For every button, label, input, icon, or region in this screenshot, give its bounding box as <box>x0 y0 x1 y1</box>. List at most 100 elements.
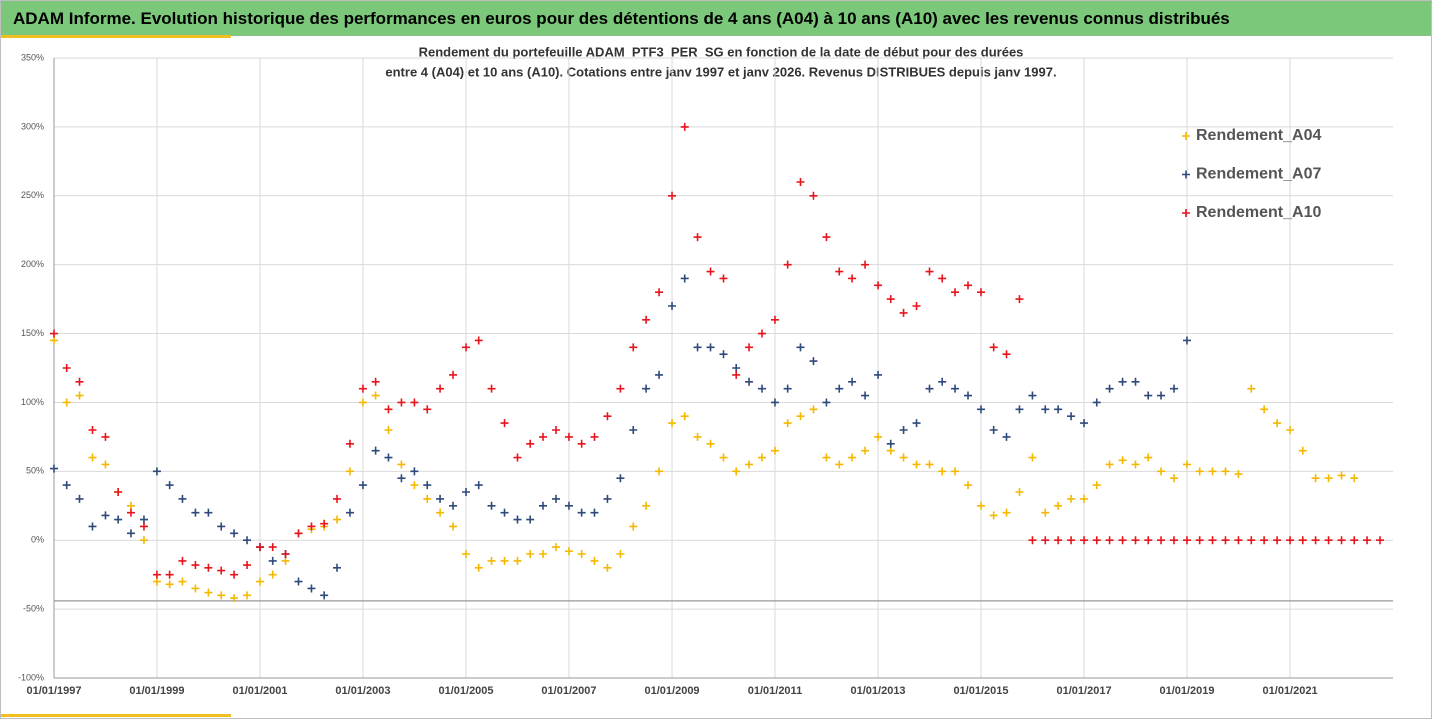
point <box>75 377 84 386</box>
point <box>88 426 97 434</box>
point <box>384 453 393 462</box>
point <box>642 384 651 393</box>
point <box>886 439 895 448</box>
y-tick-label: 200% <box>21 259 44 269</box>
point <box>1118 536 1127 545</box>
point <box>745 460 754 469</box>
point <box>861 446 870 455</box>
point <box>345 467 354 476</box>
point <box>243 536 252 545</box>
x-tick-label: 01/01/1999 <box>129 685 184 697</box>
point <box>668 419 677 428</box>
point <box>1131 377 1140 386</box>
point <box>333 494 342 503</box>
point <box>938 274 947 283</box>
point <box>474 481 483 490</box>
point <box>1260 536 1269 545</box>
point <box>1221 467 1230 476</box>
chart-subtitle: entre 4 (A04) et 10 ans (A10). Cotations… <box>385 64 1056 79</box>
x-tick-label: 01/01/2013 <box>851 685 906 697</box>
point <box>1260 405 1269 414</box>
point <box>886 446 895 455</box>
point <box>1170 384 1179 393</box>
point <box>899 308 908 317</box>
point <box>1221 536 1230 545</box>
point <box>1002 350 1011 359</box>
point <box>152 577 161 586</box>
legend-marker <box>1182 209 1190 217</box>
point <box>410 481 419 490</box>
point <box>281 550 290 558</box>
x-tick-label: 01/01/2009 <box>645 685 700 697</box>
point <box>101 511 110 520</box>
point <box>1041 508 1050 517</box>
point <box>358 398 367 407</box>
point <box>1054 536 1063 545</box>
point <box>1118 377 1127 386</box>
point <box>462 488 471 496</box>
point <box>989 426 998 434</box>
point <box>320 519 329 528</box>
point <box>809 405 818 414</box>
point <box>861 391 870 400</box>
point <box>126 529 135 538</box>
y-tick-label: 350% <box>21 52 44 62</box>
point <box>577 550 586 558</box>
point <box>1195 536 1204 545</box>
point <box>912 302 921 310</box>
point <box>1041 405 1050 414</box>
point <box>1118 456 1127 465</box>
point <box>217 591 226 600</box>
point <box>358 384 367 393</box>
point <box>410 398 419 407</box>
point <box>745 343 754 352</box>
point <box>629 426 638 434</box>
point <box>333 563 342 572</box>
x-tick-label: 01/01/1997 <box>26 685 81 697</box>
point <box>590 556 599 565</box>
point <box>88 453 97 462</box>
point <box>770 398 779 407</box>
point <box>178 556 187 565</box>
point <box>951 288 960 297</box>
point <box>796 178 805 186</box>
point <box>449 522 458 531</box>
point <box>371 446 380 455</box>
point <box>874 370 883 379</box>
point <box>796 412 805 421</box>
point <box>835 384 844 393</box>
point <box>397 474 406 483</box>
point <box>487 556 496 565</box>
point <box>616 384 625 393</box>
point <box>500 508 509 517</box>
y-tick-label: 0% <box>31 535 44 545</box>
point <box>1105 460 1114 469</box>
point <box>371 391 380 400</box>
point <box>783 419 792 428</box>
point <box>230 594 239 603</box>
point <box>1015 488 1024 496</box>
point <box>178 577 187 586</box>
accent-bar <box>1 714 231 717</box>
point <box>989 343 998 352</box>
point <box>848 377 857 386</box>
y-tick-label: 100% <box>21 397 44 407</box>
point <box>603 412 612 421</box>
x-tick-label: 01/01/2017 <box>1057 685 1112 697</box>
point <box>204 563 213 572</box>
point <box>1298 536 1307 545</box>
point <box>539 550 548 558</box>
point <box>1337 471 1346 480</box>
x-tick-label: 01/01/2011 <box>748 685 802 697</box>
point <box>861 260 870 269</box>
point <box>462 343 471 352</box>
point <box>204 588 213 597</box>
point <box>1363 536 1372 545</box>
header-title: ADAM Informe. Evolution historique des p… <box>13 9 1230 28</box>
point <box>1067 536 1076 545</box>
point <box>539 501 548 510</box>
point <box>1324 474 1333 483</box>
point <box>835 460 844 469</box>
point <box>655 370 664 379</box>
